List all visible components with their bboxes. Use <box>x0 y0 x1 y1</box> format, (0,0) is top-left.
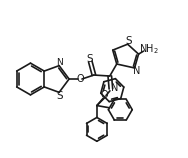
Text: O: O <box>76 74 84 84</box>
Text: N: N <box>133 66 140 76</box>
Text: S: S <box>86 54 93 64</box>
Text: N: N <box>56 58 63 67</box>
Text: S: S <box>56 91 63 101</box>
Text: NH$_2$: NH$_2$ <box>139 42 158 56</box>
Text: S: S <box>125 36 132 46</box>
Text: N: N <box>111 83 118 93</box>
Text: O: O <box>101 91 108 100</box>
